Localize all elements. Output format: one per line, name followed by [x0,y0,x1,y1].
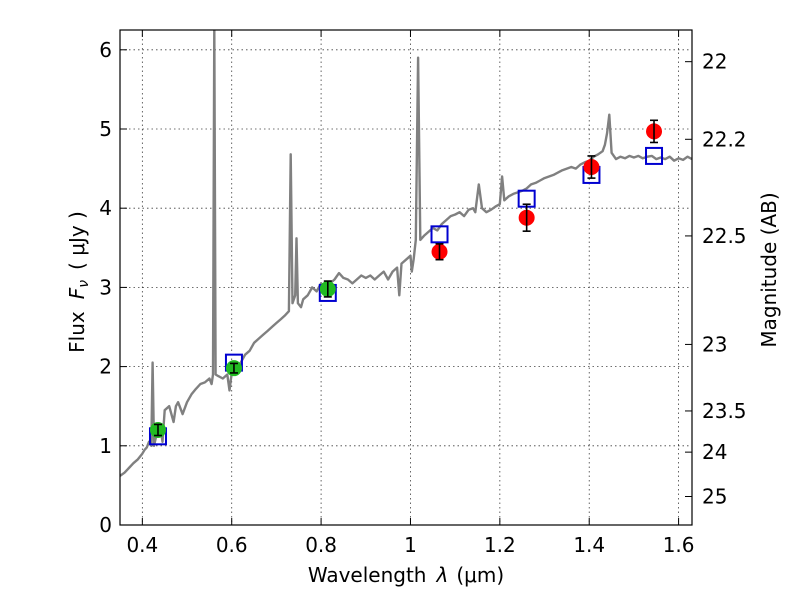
x-axis-label-unit: (μm) [456,563,504,587]
x-tick-label: 0.6 [216,533,248,557]
x-tick-label: 1.2 [484,533,516,557]
x-tick-label: 1.6 [663,533,695,557]
y-axis-label-symbol: F [65,287,89,299]
y-axis-label-symbol-sub: ν [76,280,92,288]
y-tick-label: 0 [99,513,112,537]
right-tick-label: 25 [702,484,727,508]
x-axis-label-symbol: λ [436,563,449,587]
spectrum-line [120,30,692,477]
x-axis-label: Wavelength λ (μm) [308,563,504,587]
model-box-marker [430,225,449,244]
model-boxes [148,146,664,446]
y-tick-label: 3 [99,275,112,299]
right-tick-label: 23.5 [702,399,747,423]
y-tick-label: 5 [99,117,112,141]
y-tick-label: 1 [99,434,112,458]
x-tick-label: 1 [404,533,417,557]
x-tick-label: 0.4 [126,533,158,557]
y-tick-label: 6 [99,38,112,62]
right-tick-label: 24 [702,440,727,464]
x-axis-label-text: Wavelength [308,563,427,587]
right-tick-label: 22 [702,50,727,74]
y-axis-label-unit: ( μJy ) [65,211,89,270]
y-axis: 0 1 2 3 4 5 6 [99,38,127,537]
right-tick-label: 22.2 [702,127,747,151]
x-tick-label: 0.8 [305,533,337,557]
right-tick-label: 23 [702,332,727,356]
right-axis: 22 22.2 22.5 23 23.5 24 25 [685,50,747,508]
x-tick-label: 1.4 [573,533,605,557]
y-axis-label: Flux Fν ( μJy ) [65,211,92,353]
x-axis: 0.4 0.6 0.8 1 1.2 1.4 1.6 [126,30,695,557]
model-box-marker [645,146,664,165]
y-tick-label: 4 [99,196,112,220]
right-tick-label: 22.5 [702,224,747,248]
right-axis-label: Magnitude (AB) [757,192,781,347]
grid-lines [120,30,692,525]
spectrum-layer [120,30,692,477]
y-tick-label: 2 [99,355,112,379]
y-axis-label-text: Flux [65,311,89,353]
plot-frame [119,29,693,526]
photometry-points [149,119,663,438]
